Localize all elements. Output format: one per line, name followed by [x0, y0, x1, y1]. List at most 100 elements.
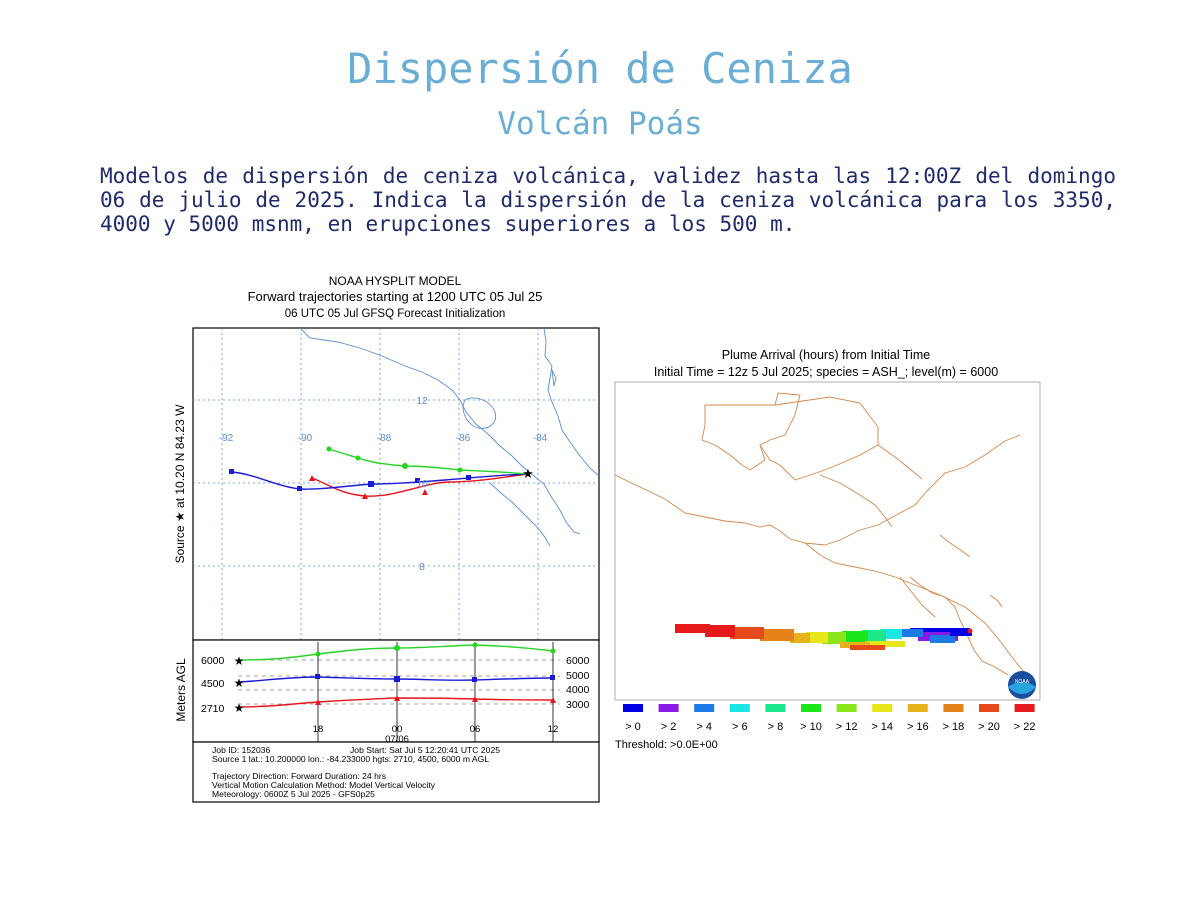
h2710-marker: [315, 699, 321, 705]
h4500-marker: [315, 674, 320, 679]
hysplit-title-2: Forward trajectories starting at 1200 UT…: [248, 289, 543, 304]
source-star-icon: ★: [522, 466, 534, 481]
legend-swatch: [979, 704, 999, 712]
plume-cell: [842, 631, 868, 642]
height-label: 2710: [201, 703, 225, 715]
legend-label: > 12: [836, 721, 858, 733]
lon-label: -86: [456, 433, 471, 444]
info-job-id: Job ID: 152036: [212, 745, 271, 755]
plume-svg: Plume Arrival (hours) from Initial Time …: [614, 348, 1041, 751]
plume-cell: [850, 645, 885, 650]
h2710-marker: [394, 695, 400, 701]
legend-swatch: [907, 704, 928, 712]
noaa-logo-wave: [1008, 682, 1036, 694]
plume-cell: [880, 629, 902, 639]
legend-swatch: [729, 704, 750, 712]
hysplit-figure: NOAA HYSPLIT MODEL Forward trajectories …: [160, 270, 605, 810]
source-side-label: Source ★ at 10.20 N 84.23 W: [173, 404, 187, 564]
coastline: [299, 327, 600, 547]
info-vertical: Vertical Motion Calculation Method: Mode…: [212, 780, 436, 790]
legend-label: > 2: [661, 721, 677, 733]
h6000-marker: [394, 645, 400, 651]
info-frame: [192, 741, 600, 803]
height-frame: [192, 639, 600, 743]
height-label: 4500: [201, 678, 225, 690]
time-label: 06: [470, 724, 481, 735]
plume-source-marker: [967, 628, 973, 634]
legend-swatch: [943, 704, 964, 712]
time-labels: 18 00 06 12 07/06: [313, 724, 559, 745]
legend-label: > 8: [768, 721, 784, 733]
plume-cell: [675, 624, 710, 633]
legend-swatch: [1014, 704, 1035, 712]
agl-label: Meters AGL: [174, 658, 188, 722]
map-grid-labels: -92 -90 -88 -86 -84 12 10 8: [219, 396, 548, 573]
plume-cell: [910, 628, 970, 635]
legend-swatch: [623, 704, 643, 712]
start-star-icon: ★: [234, 676, 245, 690]
marker-4500-c: [368, 481, 374, 487]
page-title: Dispersión de Ceniza: [347, 44, 853, 93]
legend-label: > 6: [732, 721, 748, 733]
legend-label: > 22: [1014, 721, 1036, 733]
marker-6000-b: [355, 455, 361, 461]
info-direction: Trajectory Direction: Forward Duration: …: [212, 771, 386, 781]
h2710-marker: [472, 696, 478, 702]
legend-swatch: [658, 704, 679, 712]
height-labels-right: 6000 5000 4000 3000: [566, 655, 590, 711]
plume-cell: [790, 633, 810, 643]
plume-figure: Plume Arrival (hours) from Initial Time …: [610, 345, 1045, 755]
height-label: 6000: [201, 655, 225, 667]
marker-2710-a: [309, 475, 315, 481]
lon-label: -88: [377, 433, 392, 444]
plume-map-frame: [614, 381, 1041, 701]
info-job-start: Job Start: Sat Jul 5 12:20:41 UTC 2025: [350, 745, 500, 755]
plume-title-1: Plume Arrival (hours) from Initial Time: [722, 348, 930, 362]
plume-cell: [930, 635, 955, 643]
legend-label: > 18: [943, 721, 965, 733]
legend-swatch: [765, 704, 786, 712]
height-time-ticks: [317, 642, 554, 742]
legend-swatch: [836, 704, 857, 712]
h4500-marker: [472, 677, 477, 682]
legend-swatch: [872, 704, 893, 712]
start-star-icon: ★: [234, 701, 245, 715]
height-label: 4000: [566, 684, 590, 696]
h6000-marker: [315, 651, 321, 657]
legend-swatch: [694, 704, 715, 712]
plume-cell: [950, 631, 972, 636]
legend-label: > 16: [907, 721, 929, 733]
time-label: 12: [548, 724, 559, 735]
lat-label: 12: [416, 396, 428, 407]
marker-6000-d: [457, 467, 463, 473]
height-label: 5000: [566, 670, 590, 682]
plume-cell: [806, 632, 828, 643]
lat-label: 8: [419, 562, 425, 573]
info-panel: Job ID: 152036 Job Start: Sat Jul 5 12:2…: [192, 741, 600, 803]
marker-6000-a: [326, 446, 332, 452]
country-borders: [614, 392, 1031, 680]
info-text: Job ID: 152036 Job Start: Sat Jul 5 12:2…: [212, 745, 500, 799]
height-label: 6000: [566, 655, 590, 667]
marker-2710-c: [422, 489, 428, 495]
h4500-marker: [394, 676, 400, 682]
info-meteorology: Meteorology: 0600Z 5 Jul 2025 - GFS0p25: [212, 789, 375, 799]
trajectory-map: ★ -92 -90 -88 -86 -84 12 10 8 Source ★ a…: [173, 327, 600, 641]
h2710-marker: [550, 697, 556, 703]
plume-cell: [760, 629, 794, 641]
legend-label: > 0: [625, 721, 641, 733]
plume-legend: > 0 > 2 > 4 > 6 > 8 > 10 > 12 > 14 > 16 > 18 > 20 >…: [623, 704, 1035, 733]
marker-4500-a: [229, 469, 234, 474]
marker-4500-d: [415, 478, 420, 483]
height-labels-left: 6000 4500 2710: [201, 655, 225, 715]
map-grid: [193, 328, 599, 640]
h6000-marker: [472, 642, 478, 648]
marker-4500-b: [297, 486, 302, 491]
trajectory-markers: ★: [229, 446, 534, 499]
plume-cell: [730, 627, 764, 639]
height-panel: ★ ★ ★ 6000 4500 2710 6000 5000 4000 3000…: [174, 639, 600, 745]
h4500-marker: [550, 675, 555, 680]
marker-2710-b: [362, 493, 368, 499]
hysplit-title-1: NOAA HYSPLIT MODEL: [329, 274, 462, 288]
noaa-logo-text: NOAA: [1015, 679, 1030, 685]
